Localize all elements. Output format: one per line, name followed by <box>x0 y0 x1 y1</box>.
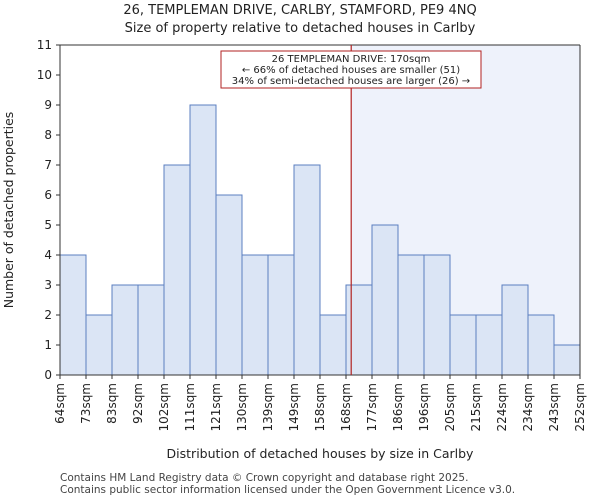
histogram-bar <box>397 254 425 376</box>
histogram-bar <box>449 314 477 376</box>
annotation-line-1: 26 TEMPLEMAN DRIVE: 170sqm <box>272 54 431 65</box>
histogram-bar <box>423 254 451 376</box>
histogram-bar <box>59 254 87 376</box>
histogram-bar <box>215 194 243 376</box>
x-tick-label: 130sqm <box>235 383 249 431</box>
y-tick-label: 9 <box>44 98 52 112</box>
histogram-bar <box>111 284 139 376</box>
histogram-bar <box>319 314 347 376</box>
y-tick-label: 1 <box>44 338 52 352</box>
x-tick-label: 102sqm <box>157 383 171 431</box>
histogram-bar <box>345 284 373 376</box>
histogram-bar <box>241 254 269 376</box>
chart-subtitle: Size of property relative to detached ho… <box>124 21 476 36</box>
x-tick-label: 252sqm <box>573 383 587 431</box>
x-tick-label: 196sqm <box>417 383 431 431</box>
x-tick-label: 111sqm <box>183 383 197 431</box>
x-tick-label: 92sqm <box>131 383 145 424</box>
y-axis-label: Number of detached properties <box>1 112 16 309</box>
x-tick-label: 83sqm <box>105 383 119 424</box>
footer-licence: Contains public sector information licen… <box>60 484 516 496</box>
histogram-bar <box>475 314 503 376</box>
x-tick-label: 186sqm <box>391 383 405 431</box>
x-tick-label: 139sqm <box>261 383 275 431</box>
y-tick-label: 4 <box>44 248 52 262</box>
histogram-bar <box>163 164 191 376</box>
histogram-bar <box>189 104 217 376</box>
y-tick-label: 0 <box>44 368 52 382</box>
y-tick-label: 5 <box>44 218 52 232</box>
histogram-bar <box>527 314 555 376</box>
x-tick-label: 224sqm <box>495 383 509 431</box>
x-tick-label: 205sqm <box>443 383 457 431</box>
histogram-bar <box>85 314 113 376</box>
annotation-line-3: 34% of semi-detached houses are larger (… <box>232 76 470 87</box>
x-tick-label: 121sqm <box>209 383 223 431</box>
footer-copyright: Contains HM Land Registry data © Crown c… <box>60 472 469 484</box>
x-axis-label: Distribution of detached houses by size … <box>167 446 474 461</box>
y-tick-label: 10 <box>37 68 52 82</box>
histogram-bar <box>137 284 165 376</box>
annotation-line-2: ← 66% of detached houses are smaller (51… <box>242 65 460 76</box>
y-tick-label: 2 <box>44 308 52 322</box>
histogram-bar <box>293 164 321 376</box>
x-tick-label: 158sqm <box>313 383 327 431</box>
y-tick-label: 3 <box>44 278 52 292</box>
x-tick-label: 73sqm <box>79 383 93 424</box>
y-tick-label: 7 <box>44 158 52 172</box>
y-tick-label: 8 <box>44 128 52 142</box>
annotation-box <box>220 50 482 89</box>
x-tick-label: 168sqm <box>339 383 353 431</box>
histogram-bar <box>371 224 399 376</box>
x-tick-label: 177sqm <box>365 383 379 431</box>
y-tick-label: 11 <box>37 38 52 52</box>
histogram-chart: 0 1 2 3 4 5 6 7 8 9 10 11 64sqm 73sqm 83sqm 92sqm 102sq… <box>1 38 587 461</box>
histogram-bar <box>267 254 295 376</box>
chart-title: 26, TEMPLEMAN DRIVE, CARLBY, STAMFORD, P… <box>123 3 477 18</box>
histogram-bar <box>553 344 581 376</box>
x-tick-label: 243sqm <box>547 383 561 431</box>
histogram-bar <box>501 284 529 376</box>
x-tick-label: 234sqm <box>521 383 535 431</box>
y-tick-label: 6 <box>44 188 52 202</box>
x-tick-label: 215sqm <box>469 383 483 431</box>
x-tick-label: 64sqm <box>53 383 67 424</box>
x-tick-label: 149sqm <box>287 383 301 431</box>
